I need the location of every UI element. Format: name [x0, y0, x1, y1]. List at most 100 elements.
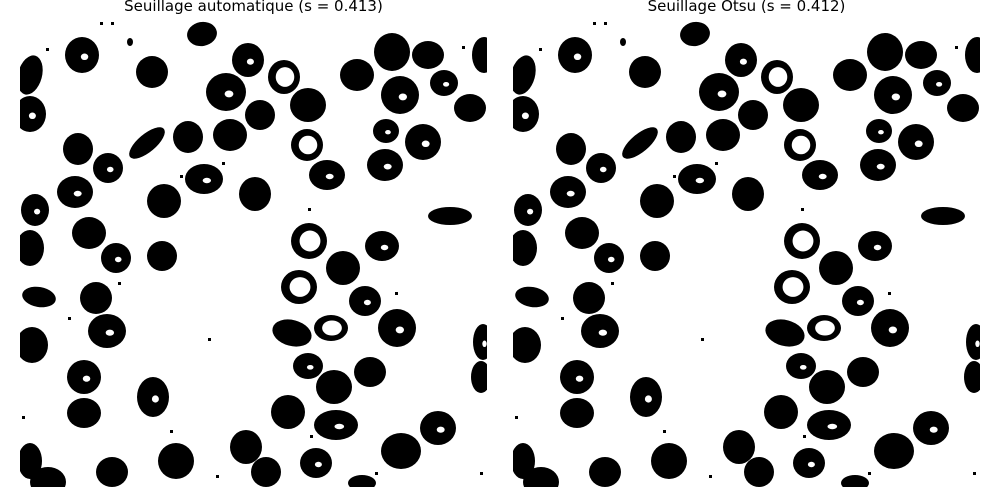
right-speck-10	[888, 292, 891, 295]
right-cell-32-hole	[527, 208, 534, 215]
left-cell-6-ring	[275, 67, 295, 87]
left-cell-62	[381, 433, 421, 469]
right-cell-22	[738, 100, 768, 130]
left-cell-36-ring	[299, 230, 321, 252]
right-speck-2	[604, 22, 607, 25]
left-cell-59-hole	[436, 426, 445, 433]
left-speck-2	[111, 22, 114, 25]
right-cell-9	[833, 59, 867, 91]
right-cell-62	[874, 433, 914, 469]
left-cell-3	[127, 38, 133, 46]
left-cell-32-hole	[34, 208, 41, 215]
right-cell-2	[629, 56, 661, 88]
right-speck-3	[801, 208, 804, 211]
left-cell-37	[326, 251, 360, 285]
right-cell-38-hole	[873, 244, 882, 251]
right-cell-37	[819, 251, 853, 285]
right-speck-11	[515, 416, 518, 419]
right-cell-21	[706, 119, 740, 151]
left-cell-44-ring	[289, 277, 311, 297]
left-cell-15	[472, 37, 487, 73]
right-cell-57	[764, 395, 798, 429]
left-cell-30	[239, 177, 271, 211]
left-cell-20	[173, 121, 203, 153]
left-cell-65-hole	[314, 461, 322, 468]
right-cell-16-hole	[521, 112, 529, 120]
right-cell-43-hole	[598, 329, 608, 336]
left-cell-7-hole	[224, 90, 234, 98]
left-cell-13-hole	[398, 93, 408, 101]
left-cell-66	[20, 443, 42, 479]
left-speck-16	[310, 435, 313, 438]
left-speck-15	[170, 430, 173, 433]
left-cell-35	[147, 241, 177, 271]
right-cell-40	[513, 230, 537, 266]
left-speck-7	[68, 317, 71, 320]
right-cell-12-hole	[936, 81, 943, 87]
left-cell-58-hole	[334, 423, 345, 430]
panel-title-otsu-threshold: Seuillage Otsu (s = 0.412)	[647, 0, 846, 15]
left-cell-42	[80, 282, 112, 314]
left-speck-6	[180, 175, 183, 178]
left-cell-61	[230, 430, 262, 464]
left-cell-1-hole	[80, 53, 89, 61]
right-speck-5	[715, 162, 718, 165]
right-cell-46	[765, 319, 805, 347]
left-cell-52-hole	[151, 395, 159, 403]
binary-image-automatic-threshold	[20, 20, 487, 487]
right-cell-64	[744, 457, 774, 487]
right-speck-13	[709, 475, 712, 478]
right-cell-45-hole	[856, 299, 864, 306]
right-cell-29	[640, 184, 674, 218]
right-cell-52-hole	[644, 395, 652, 403]
left-cell-49	[473, 324, 487, 360]
right-cell-31-hole	[566, 190, 575, 197]
right-cell-58-hole	[827, 423, 838, 430]
left-cell-16-hole	[28, 112, 36, 120]
right-cell-49	[966, 324, 980, 360]
right-cell-42	[573, 282, 605, 314]
right-cell-50	[513, 327, 541, 363]
left-cell-10	[374, 33, 410, 71]
left-cell-21	[213, 119, 247, 151]
left-cell-46	[272, 319, 312, 347]
left-cell-11	[412, 41, 444, 69]
right-cell-0	[513, 55, 536, 95]
left-cell-12-hole	[443, 81, 450, 87]
left-cell-51-hole	[82, 375, 91, 382]
left-speck-5	[222, 162, 225, 165]
right-speck-9	[701, 338, 704, 341]
right-cell-67	[523, 467, 559, 487]
binary-cells-image-right	[513, 21, 980, 487]
left-cell-33	[72, 217, 106, 249]
right-cell-7-hole	[717, 90, 727, 98]
right-speck-14	[973, 472, 976, 475]
right-cell-59-hole	[929, 426, 938, 433]
right-cell-8	[783, 88, 819, 122]
right-cell-14	[947, 94, 979, 122]
left-cell-17	[63, 133, 93, 165]
left-cell-25-hole	[385, 130, 391, 135]
left-cell-45-hole	[363, 299, 371, 306]
right-cell-69	[841, 475, 869, 487]
right-cell-25-hole	[878, 130, 884, 135]
right-cell-17	[556, 133, 586, 165]
right-cell-19	[622, 127, 658, 159]
right-cell-51-hole	[575, 375, 584, 382]
right-cell-5-hole	[739, 58, 747, 65]
left-cell-67	[30, 467, 66, 487]
right-speck-15	[663, 430, 666, 433]
right-cell-24-hole	[818, 173, 827, 180]
left-cell-56	[67, 398, 101, 428]
left-speck-12	[375, 472, 378, 475]
left-speck-13	[216, 475, 219, 478]
left-cell-60	[471, 361, 487, 393]
left-cell-18-hole	[106, 166, 114, 173]
right-cell-1-hole	[573, 53, 582, 61]
left-cell-24-hole	[325, 173, 334, 180]
left-cell-2	[136, 56, 168, 88]
left-speck-14	[480, 472, 483, 475]
right-cell-30	[732, 177, 764, 211]
right-cell-65-hole	[807, 461, 815, 468]
right-speck-1	[593, 22, 596, 25]
